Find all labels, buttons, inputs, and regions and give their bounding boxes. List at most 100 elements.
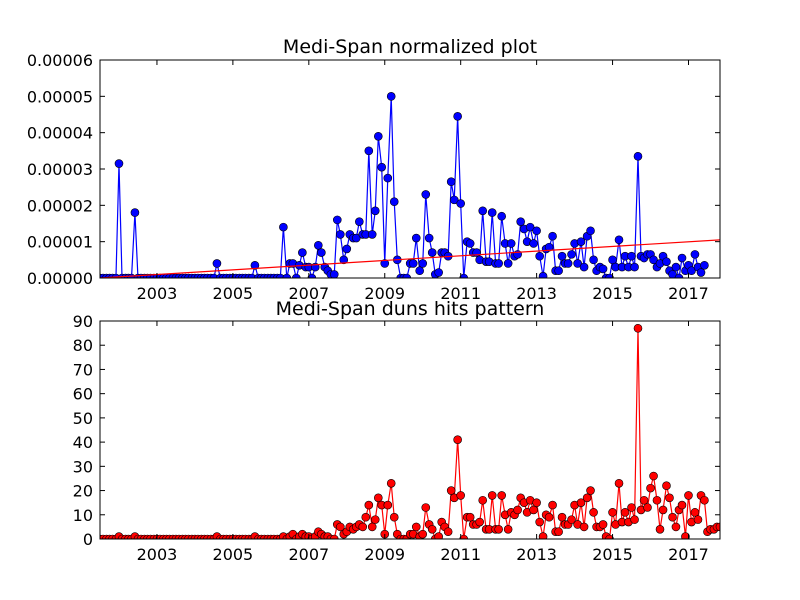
chart-top-data-point bbox=[114, 159, 124, 168]
chart-bottom-data-point bbox=[620, 508, 630, 517]
chart-top-data-point bbox=[506, 239, 516, 248]
chart-bottom-data-point bbox=[643, 503, 652, 512]
chart-top-y-tick-label: 0.00002 bbox=[27, 196, 93, 215]
chart-top-data-point bbox=[690, 250, 700, 259]
chart-top-data-point bbox=[554, 266, 563, 276]
chart-top-data-point bbox=[579, 262, 589, 272]
chart-bottom-data-point bbox=[503, 525, 513, 534]
chart-top-data-point bbox=[370, 206, 380, 216]
chart-top-data-point bbox=[671, 262, 681, 272]
chart-bottom-data-point bbox=[639, 495, 649, 505]
chart-bottom-data-point bbox=[386, 478, 396, 488]
chart-top-data-point bbox=[336, 230, 345, 239]
chart-bottom-data-point bbox=[465, 512, 475, 522]
chart-top-data-point bbox=[538, 271, 548, 278]
chart-top-data-point bbox=[557, 251, 567, 261]
chart-bottom-y-tick-label: 60 bbox=[73, 385, 93, 404]
chart-top-y-tick-label: 0.00005 bbox=[27, 87, 93, 106]
chart-bottom-data-point bbox=[554, 527, 563, 537]
chart-bottom-data-point bbox=[446, 486, 456, 495]
chart-top-data-point bbox=[212, 259, 222, 268]
chart-bottom-data-point bbox=[389, 512, 399, 522]
chart-top-data-point bbox=[573, 259, 582, 268]
chart-bottom-y-tick-label: 70 bbox=[73, 360, 93, 379]
chart-top-data-point bbox=[516, 217, 525, 226]
chart-bottom-data-point bbox=[662, 481, 671, 491]
chart-bottom-data-point bbox=[336, 522, 345, 532]
chart-top-x-tick-label: 2011 bbox=[440, 284, 481, 303]
chart-top: Medi-Span normalized plot 0.00000 0.00001… bbox=[27, 36, 721, 303]
chart-top-data-point bbox=[332, 215, 342, 225]
chart-bottom-data-point bbox=[494, 525, 503, 534]
chart-top-y-tick-label: 0.00000 bbox=[27, 269, 93, 288]
chart-bottom-data-point bbox=[544, 512, 554, 522]
chart-bottom-data-point bbox=[497, 491, 506, 500]
chart-bottom-data-point bbox=[456, 491, 465, 500]
chart-top-data-point bbox=[696, 268, 706, 277]
chart-bottom-data-point bbox=[453, 435, 462, 444]
chart-bottom-y-tick-label: 10 bbox=[73, 506, 93, 525]
chart-top-y-tick-label: 0.00004 bbox=[27, 124, 93, 143]
chart-top-x-tick-label: 2017 bbox=[668, 284, 709, 303]
chart-bottom-x-tick-label: 2003 bbox=[137, 545, 178, 564]
chart-bottom-data-point bbox=[567, 515, 576, 524]
chart-bottom-data-point bbox=[538, 532, 548, 539]
chart-top-data-point bbox=[544, 242, 554, 252]
chart-bottom-data-point bbox=[358, 522, 368, 532]
chart-top-data-point bbox=[373, 132, 383, 141]
chart-top-data-point bbox=[408, 259, 418, 268]
chart-top-data-point bbox=[668, 270, 677, 278]
chart-top-data-point bbox=[453, 112, 462, 121]
chart-top-data-point bbox=[130, 208, 140, 217]
chart-top-data-point bbox=[383, 173, 393, 183]
chart-bottom-data-point bbox=[579, 522, 589, 532]
chart-top-x-tick-label: 2005 bbox=[213, 284, 254, 303]
chart-bottom-x-tick-label: 2011 bbox=[440, 545, 481, 564]
chart-top-x-tick-label: 2013 bbox=[516, 284, 557, 303]
chart-bottom-data-point bbox=[684, 491, 693, 500]
chart-top-data-point bbox=[700, 260, 709, 270]
chart-top-data-point bbox=[497, 211, 506, 221]
chart-top-data-point bbox=[598, 264, 608, 274]
chart-bottom-data-point bbox=[434, 532, 443, 539]
chart-bottom-x-tick-label: 2015 bbox=[592, 545, 633, 564]
chart-top-data-point bbox=[589, 255, 598, 265]
chart-top-data-point bbox=[276, 273, 285, 278]
chart-bottom-data-point bbox=[614, 478, 624, 488]
chart-top-data-point bbox=[291, 273, 301, 278]
chart-bottom: Medi-Span duns hits pattern 0 10 20 30 40 50 6… bbox=[73, 298, 721, 564]
chart-top-data-point bbox=[586, 226, 595, 236]
chart-bottom-data-point bbox=[605, 534, 614, 539]
chart-bottom-data-point bbox=[665, 493, 674, 503]
chart-top-title: Medi-Span normalized plot bbox=[283, 36, 537, 58]
chart-top-data-point bbox=[307, 273, 317, 278]
chart-top-data-point bbox=[367, 230, 377, 239]
chart-bottom-y-tick-label: 90 bbox=[73, 312, 93, 331]
chart-bottom-data-point bbox=[532, 498, 541, 507]
chart-bottom-data-point bbox=[513, 505, 522, 515]
chart-top-data-point bbox=[674, 273, 684, 278]
chart-bottom-data-point bbox=[677, 500, 687, 510]
chart-top-data-point bbox=[567, 250, 576, 259]
chart-bottom-title: Medi-Span duns hits pattern bbox=[276, 298, 545, 320]
chart-top-data-point bbox=[329, 270, 339, 278]
chart-top-data-point bbox=[525, 222, 535, 232]
chart-top-data-point bbox=[298, 248, 307, 257]
chart-top-data-point bbox=[605, 273, 614, 278]
chart-bottom-data-point bbox=[535, 517, 544, 527]
chart-bottom-data-point bbox=[367, 522, 377, 532]
chart-bottom-y-tick-label: 40 bbox=[73, 433, 93, 452]
chart-top-data-point bbox=[351, 233, 361, 243]
chart-top-data-point bbox=[377, 162, 387, 172]
chart-top-x-tick-label: 2003 bbox=[137, 284, 178, 303]
chart-top-x-tick-label: 2015 bbox=[592, 284, 633, 303]
chart-top-y-tick-label: 0.00001 bbox=[27, 233, 93, 252]
chart-bottom-data-point bbox=[649, 471, 658, 481]
chart-top-data-point bbox=[427, 248, 437, 257]
chart-top-data-point bbox=[355, 217, 364, 226]
chart-top-y-tick-label: 0.00003 bbox=[27, 160, 93, 179]
chart-top-data-point bbox=[449, 195, 459, 205]
chart-bottom-data-point bbox=[630, 515, 639, 524]
chart-top-data-point bbox=[627, 251, 636, 261]
chart-bottom-x-tick-label: 2017 bbox=[668, 545, 709, 564]
